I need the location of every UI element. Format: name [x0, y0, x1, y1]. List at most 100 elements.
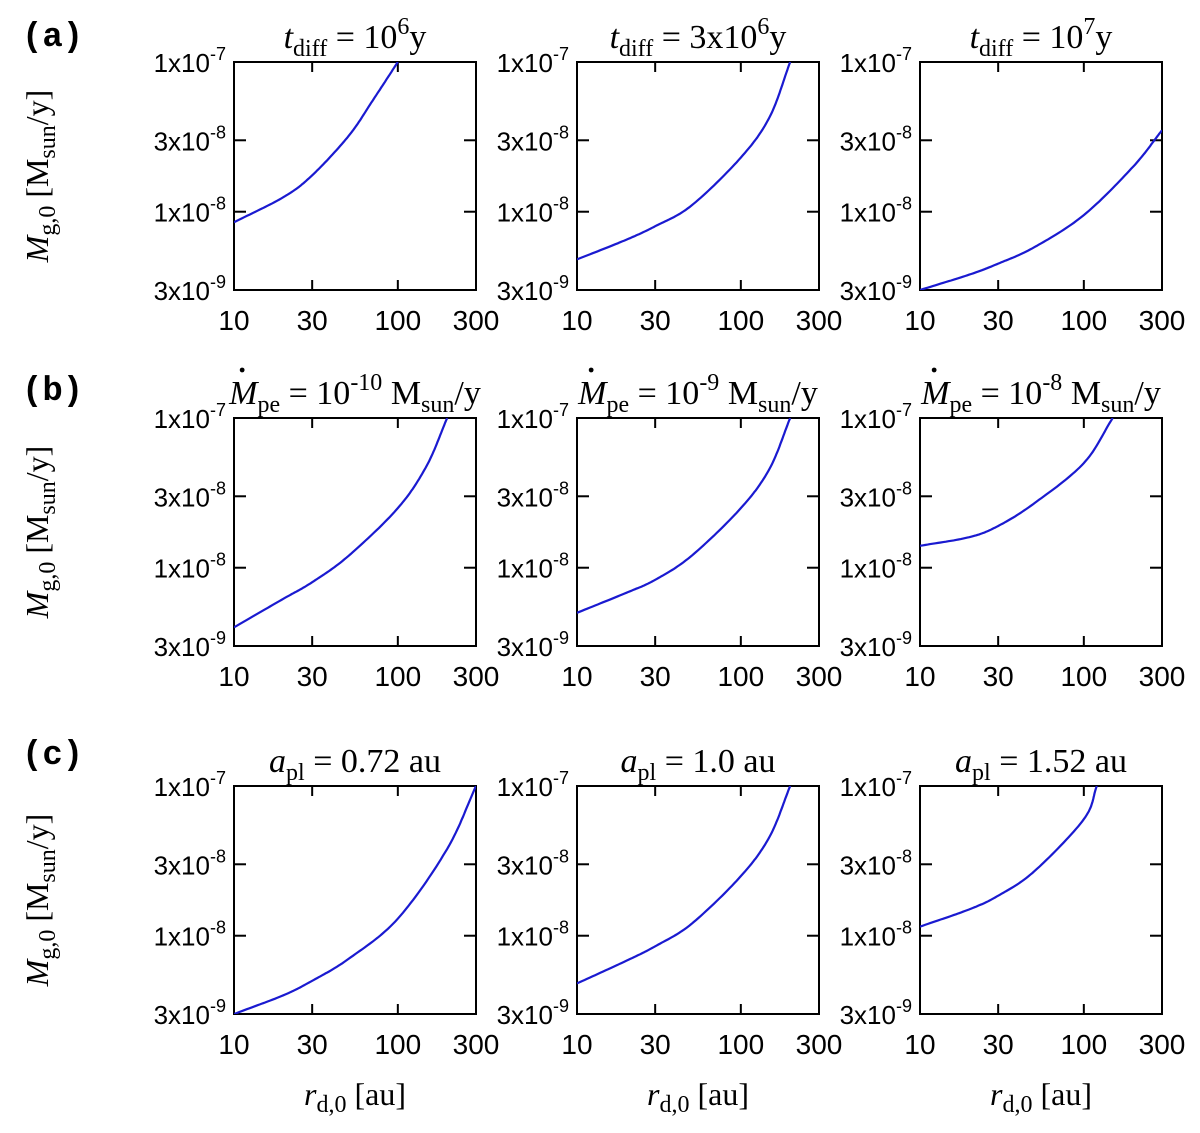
x-tick-label: 30 — [297, 305, 328, 336]
x-tick-label: 300 — [796, 661, 843, 692]
y-tick-label: 3x10-8 — [154, 846, 226, 880]
x-tick-label: 100 — [374, 1029, 421, 1060]
y-tick-label: 3x10-8 — [154, 122, 226, 156]
x-tick-label: 100 — [374, 305, 421, 336]
x-axis-label: rd,0 [au] — [990, 1076, 1092, 1118]
x-tick-label: 10 — [904, 305, 935, 336]
x-tick-label: 300 — [796, 305, 843, 336]
y-tick-label: 1x10-7 — [497, 44, 569, 78]
dot-accent — [588, 367, 594, 373]
y-axis-label: Mg,0 [Msun/y] — [19, 814, 61, 988]
panel-c-3: 10 30 100 300 1x10-7 3x10-8 1x10-8 3x10-9 apl = … — [840, 743, 1186, 1060]
y-tick-label: 1x10-7 — [154, 400, 226, 434]
x-tick-label: 100 — [717, 661, 764, 692]
y-tick-label: 3x10-9 — [154, 628, 226, 662]
panel-title: apl = 1.52 au — [955, 743, 1127, 786]
x-tick-label: 300 — [1139, 661, 1186, 692]
y-tick-label: 3x10-8 — [154, 478, 226, 512]
series-line — [577, 62, 792, 261]
x-tick-label: 300 — [1139, 1029, 1186, 1060]
dot-accent — [239, 367, 245, 373]
series-line — [920, 129, 1162, 290]
y-tick-label: 1x10-8 — [154, 550, 226, 584]
panel-c-1: 10 30 100 300 1x10-7 3x10-8 1x10-8 3x10-9 apl = … — [154, 743, 500, 1060]
y-tick-label: 3x10-8 — [497, 846, 569, 880]
panel-title: apl = 0.72 au — [269, 743, 441, 786]
y-tick-label: 1x10-8 — [840, 194, 912, 228]
y-tick-label: 3x10-9 — [840, 272, 912, 306]
row-label-a: (a) — [22, 19, 83, 57]
panel-title: Mpe = 10-9 Msun/y — [577, 370, 818, 418]
y-tick-label: 3x10-9 — [497, 628, 569, 662]
y-tick-label: 3x10-8 — [840, 846, 912, 880]
y-tick-label: 1x10-7 — [154, 44, 226, 78]
y-tick-label: 1x10-7 — [840, 400, 912, 434]
svg-text:Mg,0 [Msun/y]: Mg,0 [Msun/y] — [19, 446, 61, 620]
plot-frame — [919, 417, 1163, 647]
row-label-c: (c) — [22, 737, 83, 775]
x-tick-label: 300 — [453, 1029, 500, 1060]
plot-frame — [576, 417, 820, 647]
x-tick-label: 10 — [904, 1029, 935, 1060]
y-tick-label: 1x10-8 — [154, 194, 226, 228]
panel-title: tdiff = 106y — [284, 14, 427, 62]
panel-title: tdiff = 107y — [970, 14, 1113, 62]
y-tick-label: 1x10-8 — [497, 918, 569, 952]
series-line — [234, 786, 476, 1014]
x-tick-label: 30 — [297, 1029, 328, 1060]
panel-title: apl = 1.0 au — [621, 743, 776, 786]
panel-a-1: 10 30 100 300 1x10-7 3x10-8 1x10-8 3x10-9 tdiff … — [154, 14, 500, 336]
x-tick-label: 300 — [453, 305, 500, 336]
y-tick-label: 3x10-9 — [840, 628, 912, 662]
y-axis-label: Mg,0 [Msun/y] — [19, 90, 61, 264]
y-tick-label: 3x10-9 — [840, 996, 912, 1030]
x-axis-label: rd,0 [au] — [647, 1076, 749, 1118]
y-tick-label: 1x10-7 — [840, 768, 912, 802]
panel-title: tdiff = 3x106y — [610, 14, 787, 62]
series-line — [234, 62, 399, 224]
x-tick-label: 30 — [983, 661, 1014, 692]
x-tick-label: 30 — [983, 305, 1014, 336]
plot-frame — [576, 61, 820, 291]
y-tick-label: 3x10-9 — [154, 996, 226, 1030]
x-tick-label: 10 — [218, 305, 249, 336]
x-tick-label: 100 — [717, 305, 764, 336]
y-tick-label: 3x10-8 — [497, 478, 569, 512]
panel-b-3: 10 30 100 300 1x10-7 3x10-8 1x10-8 3x10-9 Mpe = … — [840, 367, 1186, 692]
y-tick-label: 3x10-8 — [840, 478, 912, 512]
y-tick-label: 1x10-7 — [497, 400, 569, 434]
y-tick-label: 1x10-8 — [497, 550, 569, 584]
plot-frame — [233, 61, 477, 291]
row-label-b: (b) — [22, 373, 83, 411]
y-tick-label: 1x10-8 — [497, 194, 569, 228]
panel-c-2: 10 30 100 300 1x10-7 3x10-8 1x10-8 3x10-9 apl = … — [497, 743, 843, 1060]
x-tick-label: 300 — [453, 661, 500, 692]
x-tick-label: 30 — [983, 1029, 1014, 1060]
y-tick-label: 1x10-7 — [497, 768, 569, 802]
plot-frame — [576, 785, 820, 1015]
x-tick-label: 100 — [717, 1029, 764, 1060]
x-tick-label: 100 — [1060, 1029, 1107, 1060]
x-tick-label: 300 — [796, 1029, 843, 1060]
y-tick-label: 1x10-8 — [840, 918, 912, 952]
y-tick-label: 3x10-9 — [497, 996, 569, 1030]
panel-b-2: 10 30 100 300 1x10-7 3x10-8 1x10-8 3x10-9 Mpe = … — [497, 367, 843, 692]
series-line — [234, 418, 449, 629]
panel-a-2: 10 30 100 300 1x10-7 3x10-8 1x10-8 3x10-9 tdiff … — [497, 14, 843, 336]
x-tick-label: 10 — [218, 1029, 249, 1060]
x-tick-label: 10 — [218, 661, 249, 692]
plot-frame — [919, 61, 1163, 291]
panel-a-3: 10 30 100 300 1x10-7 3x10-8 1x10-8 3x10-9 tdiff … — [840, 14, 1186, 336]
y-tick-label: 1x10-8 — [154, 918, 226, 952]
x-tick-label: 100 — [1060, 305, 1107, 336]
x-tick-label: 10 — [561, 1029, 592, 1060]
series-line — [577, 786, 792, 985]
y-tick-label: 1x10-8 — [840, 550, 912, 584]
series-line — [920, 418, 1114, 547]
y-tick-label: 3x10-8 — [840, 122, 912, 156]
x-tick-label: 30 — [640, 661, 671, 692]
series-line — [577, 418, 792, 614]
plot-frame — [233, 785, 477, 1015]
x-tick-label: 100 — [374, 661, 421, 692]
